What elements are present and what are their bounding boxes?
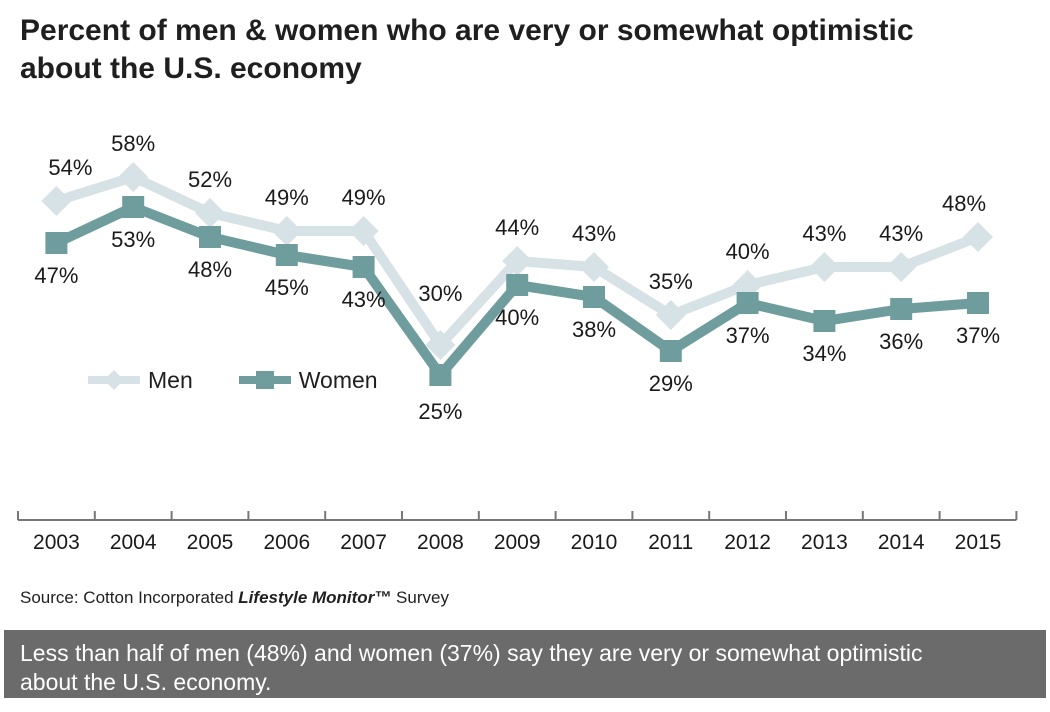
women-marker-square xyxy=(813,310,836,332)
data-label: 29% xyxy=(649,371,693,396)
data-label: 37% xyxy=(726,323,770,348)
women-marker-square xyxy=(45,232,68,254)
data-label: 36% xyxy=(879,329,923,354)
chart-title-line-2: about the U.S. economy xyxy=(20,52,362,85)
year-tick-label: 2014 xyxy=(878,531,925,554)
men-marker-diamond xyxy=(655,300,686,330)
men-marker-diamond xyxy=(41,186,72,216)
year-tick-label: 2011 xyxy=(648,531,693,554)
data-label: 45% xyxy=(265,275,309,300)
men-marker-diamond xyxy=(195,198,225,228)
caption-bar: Less than half of men (48%) and women (3… xyxy=(4,630,1046,698)
data-label: 58% xyxy=(111,131,155,156)
data-label: 48% xyxy=(942,191,986,216)
legend-item-women: Women xyxy=(237,364,378,396)
women-marker-square xyxy=(352,256,375,278)
women-series-swatch-icon xyxy=(238,371,291,389)
source-suffix: Survey xyxy=(391,588,449,607)
data-label: 35% xyxy=(649,269,693,294)
year-tick-label: 2007 xyxy=(340,531,387,554)
year-tick-label: 2012 xyxy=(724,531,771,554)
women-swatch-square xyxy=(255,371,274,389)
data-label: 25% xyxy=(418,399,462,424)
women-marker-square xyxy=(199,226,221,248)
data-label: 48% xyxy=(188,257,232,282)
data-label: 49% xyxy=(265,185,309,210)
men-marker-diamond xyxy=(886,252,917,282)
year-tick-label: 2006 xyxy=(263,531,310,554)
data-label: 53% xyxy=(111,227,155,252)
women-marker-square xyxy=(122,196,145,218)
legend-label-men: Men xyxy=(148,366,193,393)
women-marker-square xyxy=(506,274,529,296)
chart-legend: Men Women xyxy=(86,364,378,396)
legend-item-men: Men xyxy=(86,364,193,396)
men-swatch-diamond xyxy=(104,370,124,390)
men-marker-diamond xyxy=(809,252,840,282)
data-label: 40% xyxy=(726,239,770,264)
data-label: 47% xyxy=(34,263,78,288)
chart-title: Percent of men & women who are very or s… xyxy=(20,12,1032,88)
source-brand: Lifestyle Monitor™ xyxy=(238,588,392,607)
data-label: 43% xyxy=(802,221,846,246)
year-tick-label: 2013 xyxy=(801,531,848,554)
women-marker-square xyxy=(583,286,605,308)
women-marker-square xyxy=(890,298,913,320)
data-label: 37% xyxy=(956,323,1000,348)
data-label: 40% xyxy=(495,305,539,330)
year-tick-label: 2010 xyxy=(571,531,618,554)
men-marker-diamond xyxy=(963,222,993,252)
men-marker-diamond xyxy=(425,330,456,360)
women-marker-square xyxy=(967,292,989,314)
women-marker-square xyxy=(429,364,452,386)
data-label: 30% xyxy=(418,281,462,306)
data-label: 43% xyxy=(572,221,616,246)
men-series-swatch-icon xyxy=(88,370,140,390)
data-label: 52% xyxy=(188,167,232,192)
women-marker-square xyxy=(736,292,759,314)
women-marker-square xyxy=(659,340,682,362)
men-marker-diamond xyxy=(348,216,379,246)
men-marker-diamond xyxy=(118,162,149,192)
data-label: 44% xyxy=(495,215,539,240)
men-marker-diamond xyxy=(271,216,302,246)
legend-label-women: Women xyxy=(298,366,378,393)
source-line: Source: Cotton Incorporated Lifestyle Mo… xyxy=(20,588,449,608)
women-marker-square xyxy=(275,244,298,266)
men-marker-diamond xyxy=(579,252,609,282)
chart-title-line-1: Percent of men & women who are very or s… xyxy=(20,14,914,47)
year-tick-label: 2004 xyxy=(110,531,157,554)
year-tick-label: 2009 xyxy=(494,531,541,554)
data-label: 54% xyxy=(48,155,92,180)
source-prefix: Source: Cotton Incorporated xyxy=(20,588,239,607)
year-tick-label: 2003 xyxy=(33,531,80,554)
men-marker-diamond xyxy=(502,246,533,276)
line-chart-canvas: 2003 2004 2005 2006 2007 2008 2009 2010 2011 2012… xyxy=(17,131,1018,554)
year-tick-label: 2005 xyxy=(187,531,234,554)
data-label: 49% xyxy=(342,185,386,210)
year-tick-label: 2015 xyxy=(955,531,1002,554)
data-label: 43% xyxy=(342,287,386,312)
data-label: 38% xyxy=(572,317,616,342)
data-label: 43% xyxy=(879,221,923,246)
data-label: 34% xyxy=(802,341,846,366)
caption-line-1: Less than half of men (48%) and women (3… xyxy=(20,640,923,666)
year-tick-label: 2008 xyxy=(417,531,464,554)
caption-line-2: about the U.S. economy. xyxy=(20,669,272,695)
